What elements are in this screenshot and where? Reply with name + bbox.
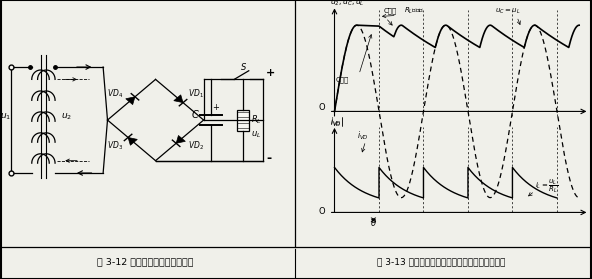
Text: $i_{VD}|$: $i_{VD}|$	[330, 115, 344, 128]
Text: $i_{VD}|$: $i_{VD}|$	[330, 116, 344, 129]
Text: $\theta$: $\theta$	[370, 217, 377, 228]
Text: $u_C=u_L$: $u_C=u_L$	[495, 7, 520, 16]
Text: $R_L$接入后: $R_L$接入后	[404, 6, 424, 16]
Bar	[237, 110, 249, 131]
Text: O: O	[318, 207, 325, 216]
Text: +: +	[266, 68, 275, 78]
Text: $VD_2$: $VD_2$	[188, 140, 204, 153]
Text: 图 3-12 桥式整流、电容滤波电路: 图 3-12 桥式整流、电容滤波电路	[96, 258, 194, 267]
Text: $VD_4$: $VD_4$	[107, 87, 124, 100]
Text: C放电: C放电	[336, 77, 349, 83]
Polygon shape	[174, 95, 183, 103]
Text: $i_L=\dfrac{u_L}{R_L}$: $i_L=\dfrac{u_L}{R_L}$	[535, 177, 558, 195]
Text: $C$: $C$	[191, 108, 200, 120]
Text: $VD_3$: $VD_3$	[108, 140, 124, 153]
Text: $u_2$: $u_2$	[61, 112, 72, 122]
Text: C充电: C充电	[384, 8, 397, 15]
Text: $u_L$: $u_L$	[251, 129, 261, 140]
Text: $i_{VD}$: $i_{VD}$	[357, 129, 368, 142]
Text: $R_L$: $R_L$	[251, 114, 262, 126]
Text: $u_2,u_C,u_L$: $u_2,u_C,u_L$	[330, 0, 365, 8]
Text: $u_1$: $u_1$	[0, 112, 11, 122]
Text: $\omega t$: $\omega t$	[591, 107, 592, 118]
Text: $VD_1$: $VD_1$	[188, 87, 204, 100]
Text: $S$: $S$	[240, 61, 247, 71]
Polygon shape	[176, 136, 185, 143]
Text: -: -	[266, 152, 271, 165]
Text: O: O	[318, 103, 325, 112]
Polygon shape	[126, 97, 135, 105]
Polygon shape	[128, 138, 137, 145]
Text: +: +	[213, 103, 219, 112]
Text: $\omega t$: $\omega t$	[591, 208, 592, 219]
Text: 图 3-13 桥式整流、电容滤波时的电压、电流波形: 图 3-13 桥式整流、电容滤波时的电压、电流波形	[377, 258, 505, 267]
